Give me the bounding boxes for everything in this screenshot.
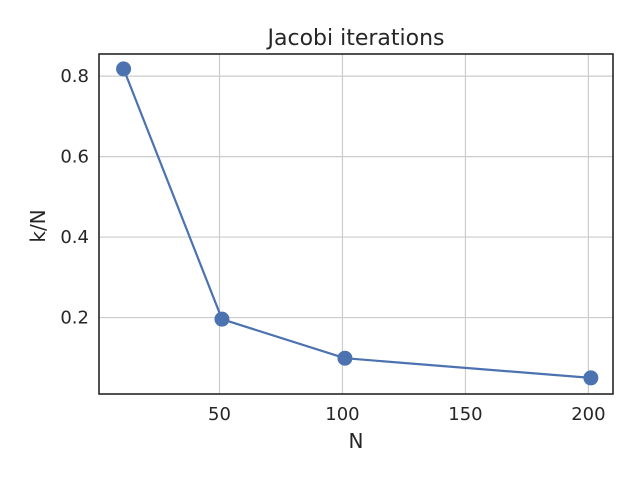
- y-tick-label: 0.6: [60, 147, 89, 168]
- y-axis-ticks: 0.2 0.4 0.6 0.8: [60, 66, 89, 328]
- data-point: [337, 350, 353, 366]
- data-point: [583, 370, 599, 386]
- data-point: [116, 61, 132, 77]
- x-axis-ticks: 50 100 150 200: [208, 404, 606, 425]
- x-axis-label: N: [349, 429, 364, 453]
- x-tick-label: 150: [448, 404, 482, 425]
- y-tick-label: 0.4: [60, 227, 89, 248]
- y-axis-label: k/N: [26, 209, 50, 242]
- grid: [99, 54, 613, 394]
- y-tick-label: 0.2: [60, 308, 89, 329]
- x-tick-label: 100: [325, 404, 359, 425]
- series-line: [122, 68, 591, 379]
- plot-frame: [98, 53, 614, 395]
- series-layer: [116, 61, 599, 386]
- x-tick-label: 200: [571, 404, 605, 425]
- x-tick-label: 50: [208, 404, 231, 425]
- y-tick-label: 0.8: [60, 66, 89, 87]
- chart-title: Jacobi iterations: [266, 26, 445, 51]
- data-point: [214, 311, 230, 327]
